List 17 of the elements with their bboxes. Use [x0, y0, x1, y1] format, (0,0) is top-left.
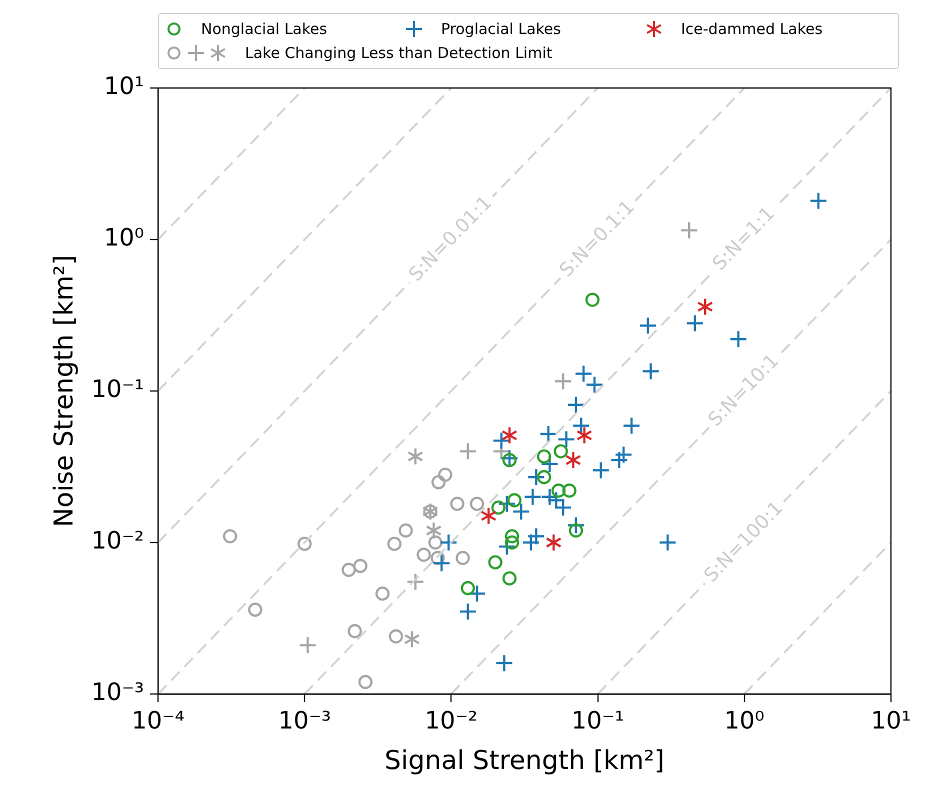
y-tick-label: 10¹	[104, 72, 144, 100]
x-tick-label: 10⁻¹	[571, 706, 624, 735]
y-tick-label: 10⁻³	[91, 678, 144, 706]
x-tick-label: 10⁻²	[424, 706, 478, 735]
x-axis-title: Signal Strength [km²]	[384, 746, 664, 776]
y-tick-label: 10⁰	[104, 224, 144, 252]
legend-label: Ice-dammed Lakes	[681, 20, 823, 38]
y-axis-title: Noise Strength [km²]	[49, 254, 80, 528]
y-tick-label: 10⁻¹	[91, 375, 144, 404]
x-tick-label: 10¹	[870, 706, 912, 735]
legend-label: Proglacial Lakes	[441, 20, 561, 38]
y-tick-label: 10⁻²	[91, 526, 144, 555]
legend-label: Lake Changing Less than Detection Limit	[245, 44, 552, 62]
x-tick-label: 10⁰	[724, 706, 764, 735]
x-tick-label: 10⁻⁴	[132, 706, 184, 735]
x-tick-label: 10⁻³	[278, 706, 332, 735]
legend-label: Nonglacial Lakes	[201, 20, 328, 38]
